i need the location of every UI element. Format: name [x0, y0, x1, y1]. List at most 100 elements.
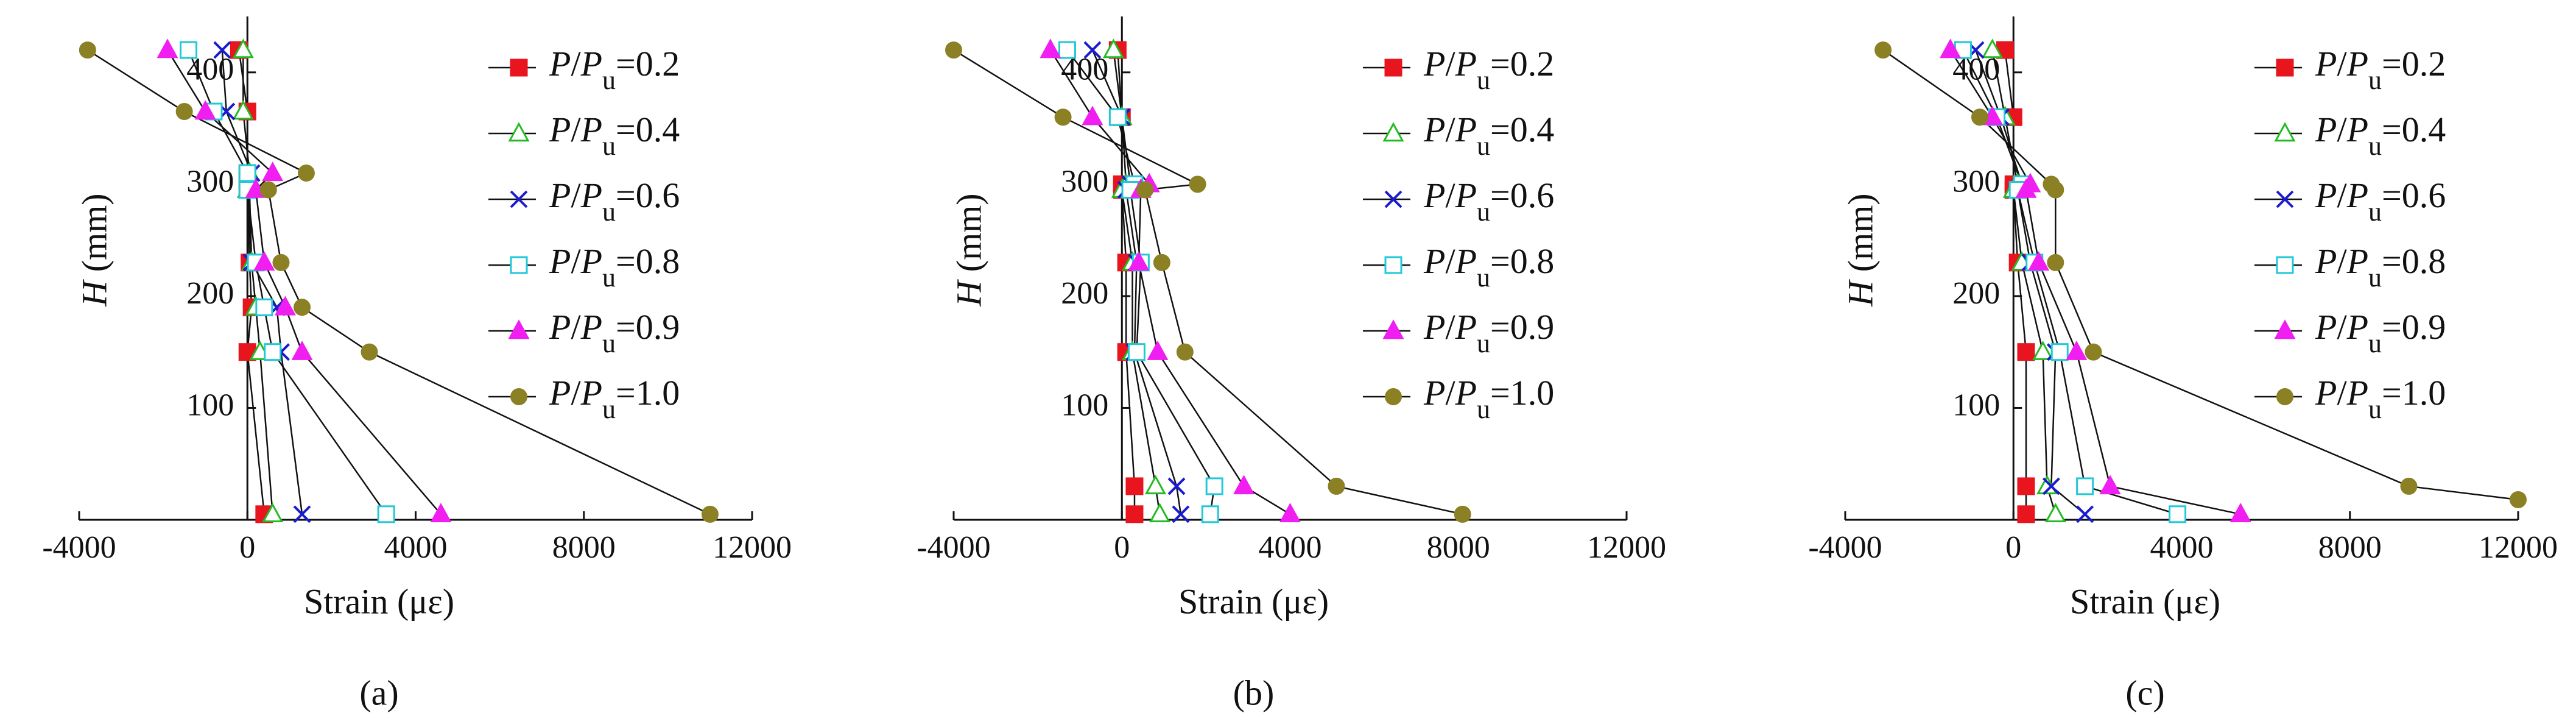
legend-marker	[2276, 190, 2294, 208]
marker	[2169, 505, 2187, 523]
series-line	[1882, 49, 2519, 501]
legend-label: P/Pu=1.0	[1423, 373, 1554, 424]
marker	[1874, 41, 1892, 59]
marker	[1125, 505, 1144, 523]
marker	[259, 181, 277, 199]
marker	[2042, 477, 2060, 495]
marker	[2015, 178, 2037, 198]
marker	[1083, 41, 1102, 59]
marker	[1149, 503, 1170, 523]
y-tick-label: 100	[1061, 388, 1108, 422]
marker	[291, 340, 313, 360]
y-tick-label: 300	[1061, 164, 1108, 199]
legend-marker	[510, 388, 527, 405]
marker	[2017, 343, 2035, 361]
x-tick-label: 8000	[2318, 530, 2382, 565]
legend-label: P/Pu=1.0	[2315, 373, 2446, 424]
legend-marker	[510, 59, 528, 77]
marker	[1054, 108, 1072, 126]
marker	[2099, 475, 2121, 495]
marker	[253, 251, 275, 271]
marker	[1971, 108, 1988, 126]
legend-marker	[2274, 319, 2296, 339]
y-axis-label: H (mm)	[75, 193, 114, 307]
marker	[232, 100, 254, 120]
legend-label: P/Pu=0.9	[1423, 307, 1554, 358]
legend-marker	[2276, 59, 2294, 77]
marker	[1136, 181, 1154, 199]
y-tick-label: 300	[1952, 164, 2000, 199]
legend-marker	[510, 256, 528, 274]
y-tick-label: 200	[186, 276, 234, 311]
legend-label: P/Pu=0.4	[549, 110, 680, 160]
legend-marker	[1384, 59, 1402, 77]
series-line	[1991, 49, 2057, 515]
marker	[1147, 340, 1169, 360]
legend-label: P/Pu=0.4	[2315, 110, 2446, 160]
marker	[1153, 254, 1170, 271]
y-axis-label: H (mm)	[949, 193, 989, 307]
legend-label: P/Pu=0.6	[2315, 176, 2446, 226]
marker	[2085, 343, 2102, 361]
marker	[262, 161, 284, 182]
marker	[377, 505, 395, 523]
marker	[2510, 491, 2527, 508]
marker	[274, 296, 296, 316]
series-line	[1962, 49, 2178, 516]
series-line	[87, 49, 711, 515]
marker	[1167, 477, 1186, 495]
series-line	[2004, 49, 2027, 514]
y-tick-label: 100	[186, 388, 234, 422]
series-line	[1091, 49, 1182, 515]
marker	[2400, 477, 2418, 495]
marker	[1233, 475, 1255, 495]
x-tick-label: 4000	[2150, 530, 2214, 565]
marker	[175, 103, 193, 121]
marker	[1040, 38, 1061, 59]
legend-marker	[2274, 122, 2296, 142]
marker	[1189, 176, 1206, 193]
marker	[1128, 251, 1150, 271]
legend-label: P/Pu=0.4	[1423, 110, 1554, 160]
marker	[2028, 251, 2050, 271]
x-tick-label: -4000	[42, 530, 116, 565]
marker	[1982, 38, 2004, 59]
marker	[213, 41, 231, 59]
legend-marker	[508, 319, 530, 339]
x-tick-label: 0	[2005, 530, 2021, 565]
marker	[2050, 343, 2069, 361]
y-tick-label: 200	[1061, 276, 1108, 311]
panel-label: (a)	[359, 673, 398, 712]
marker	[1201, 505, 1219, 523]
marker	[945, 41, 962, 59]
legend-marker	[1385, 388, 1402, 405]
marker	[264, 343, 282, 361]
marker	[2066, 340, 2088, 360]
legend-label: P/Pu=0.9	[2315, 307, 2446, 358]
marker	[1454, 505, 1471, 523]
marker	[232, 38, 254, 59]
marker	[1176, 343, 1194, 361]
marker	[194, 100, 216, 120]
marker	[262, 503, 284, 523]
x-tick-label: 4000	[384, 530, 448, 565]
marker	[2032, 340, 2054, 360]
legend-marker	[510, 190, 528, 208]
marker	[1205, 477, 1223, 495]
marker	[157, 38, 178, 59]
x-tick-label: 4000	[1259, 530, 1322, 565]
marker	[238, 164, 256, 182]
legend-label: P/Pu=0.8	[549, 241, 680, 292]
marker	[1125, 477, 1144, 495]
legend-marker	[508, 122, 530, 142]
x-tick-label: 0	[239, 530, 255, 565]
marker	[1082, 105, 1103, 126]
panel-label: (b)	[1233, 673, 1275, 712]
marker	[1940, 38, 1962, 59]
marker	[180, 41, 198, 59]
x-tick-label: 8000	[1427, 530, 1490, 565]
legend-label: P/Pu=0.6	[1423, 176, 1554, 226]
x-tick-label: 12000	[2479, 530, 2558, 565]
marker	[1127, 343, 1145, 361]
